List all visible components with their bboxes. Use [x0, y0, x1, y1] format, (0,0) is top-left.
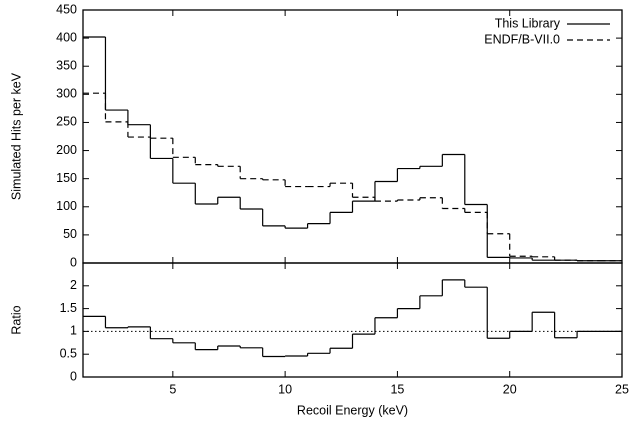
y-tick-label: 100 [56, 199, 77, 213]
y-tick-label: 0.5 [60, 346, 77, 360]
y-tick-label: 300 [56, 87, 77, 101]
x-tick-label: 15 [390, 382, 404, 396]
y-axis-label: Ratio [9, 305, 23, 334]
y-tick-label: 1.5 [60, 301, 77, 315]
plot-frame [82, 262, 623, 378]
y-axis-label: Simulated Hits per keV [9, 72, 23, 200]
y-tick-label: 200 [56, 143, 77, 157]
plot-frame [82, 9, 623, 264]
y-tick-label: 50 [63, 227, 77, 241]
y-tick-label: 350 [56, 59, 77, 73]
legend-label: ENDF/B-VII.0 [484, 32, 560, 46]
y-tick-label: 400 [56, 30, 77, 44]
y-tick-label: 250 [56, 115, 77, 129]
x-tick-label: 25 [615, 382, 629, 396]
y-tick-label: 450 [56, 2, 77, 16]
x-tick-label: 10 [278, 382, 292, 396]
x-tick-label: 20 [503, 382, 517, 396]
x-tick-label: 5 [169, 382, 176, 396]
legend-label: This Library [495, 16, 561, 30]
y-tick-label: 0 [70, 369, 77, 383]
y-tick-label: 2 [70, 278, 77, 292]
y-tick-label: 0 [70, 255, 77, 269]
y-tick-label: 150 [56, 171, 77, 185]
x-axis-label: Recoil Energy (keV) [297, 403, 408, 417]
y-tick-label: 1 [70, 324, 77, 338]
